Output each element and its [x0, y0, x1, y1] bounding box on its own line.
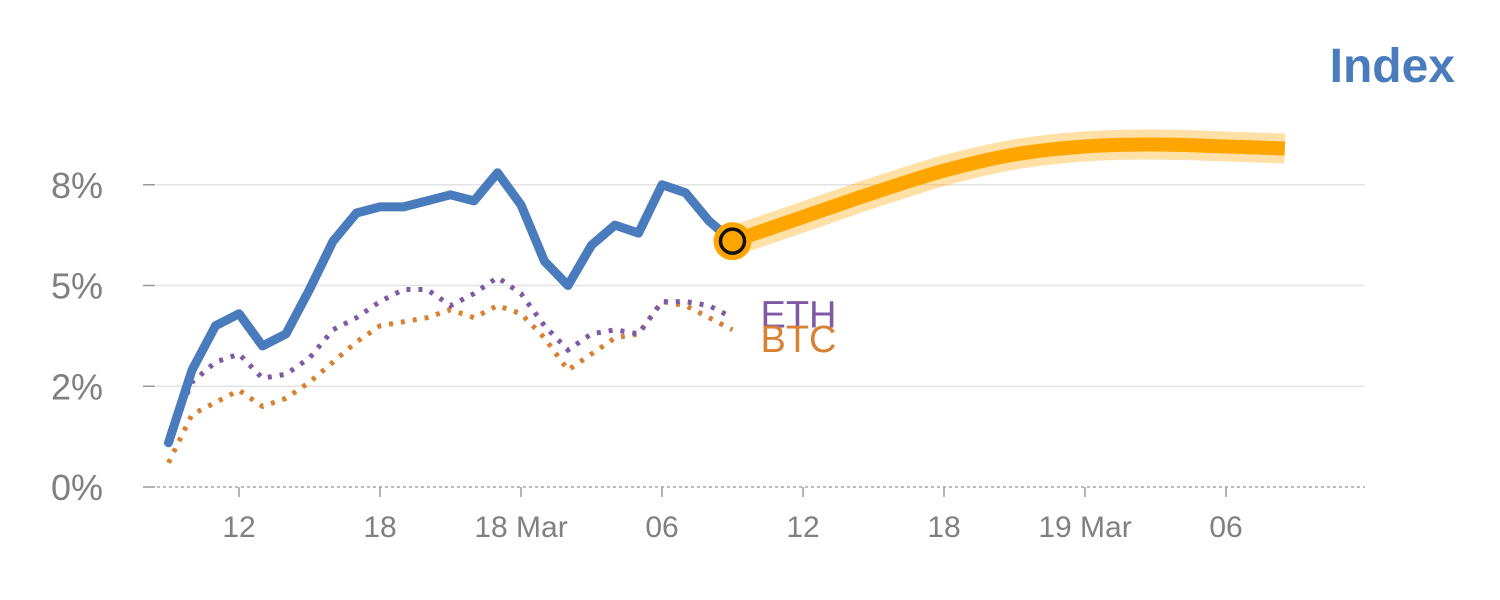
forecast-line — [730, 137, 1286, 248]
y-axis: 0% 2% 5% 8% — [51, 165, 155, 508]
y-tick-label: 2% — [51, 366, 103, 407]
series-label-btc: BTC — [761, 319, 837, 361]
grid-layer — [157, 184, 1365, 488]
y-tick-label: 0% — [51, 467, 103, 508]
y-tick-label: 8% — [51, 165, 103, 206]
x-tick-label: 18 Mar — [474, 511, 567, 544]
series-line-btc — [166, 298, 734, 464]
series-line-eth — [166, 274, 734, 440]
x-tick-label: 12 — [222, 511, 255, 544]
series-line-index — [164, 168, 737, 448]
x-axis: 12 18 18 Mar 06 12 18 19 Mar 06 — [222, 487, 1243, 544]
series-layer — [164, 129, 1286, 464]
x-tick-label: 12 — [786, 511, 819, 544]
forecast-start-marker — [718, 227, 747, 255]
x-tick-label: 06 — [645, 511, 678, 544]
y-tick-label: 5% — [51, 266, 103, 307]
x-tick-label: 06 — [1209, 511, 1242, 544]
chart-title: Index — [1330, 40, 1456, 93]
x-tick-label: 18 — [927, 511, 960, 544]
series-label-eth: ETH — [761, 295, 837, 337]
x-tick-label: 18 — [363, 511, 396, 544]
x-tick-label: 19 Mar — [1038, 511, 1131, 544]
